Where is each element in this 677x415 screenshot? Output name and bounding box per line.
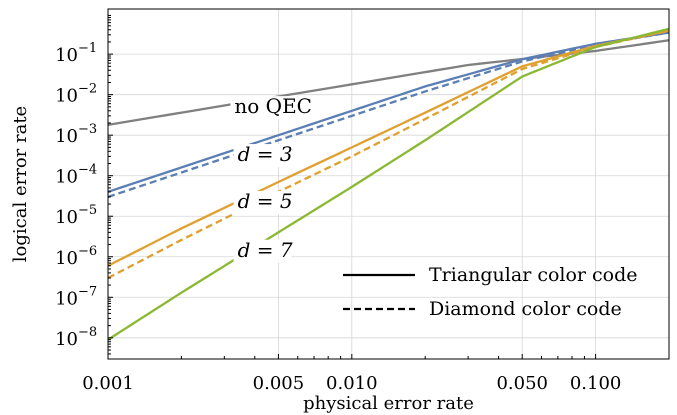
legend-label: Triangular color code	[429, 264, 638, 286]
y-tick-exponent: −7	[78, 284, 97, 299]
y-tick-exponent: −5	[78, 203, 97, 218]
curve-label: d = 5	[238, 189, 293, 213]
legend-label: Diamond color code	[429, 298, 622, 320]
series-line-d7-tri	[107, 27, 670, 341]
series-line-d3-dia	[107, 31, 670, 198]
series-line-d3-tri	[107, 31, 670, 193]
curve-labels: no QEC d = 3 d = 5 d = 7	[230, 94, 312, 263]
y-tick-label: 10	[55, 167, 78, 188]
y-tick-exponent: −6	[78, 244, 97, 259]
y-tick-label: 10	[55, 45, 78, 66]
y-tick-mantissa: 10	[55, 126, 78, 147]
x-axis-title: physical error rate	[303, 393, 474, 414]
series-line-d5-dia	[107, 29, 670, 279]
y-tick-mantissa: 10	[55, 86, 78, 107]
curve-label: d = 7	[238, 238, 293, 262]
curve-label-group: d = 3	[233, 142, 293, 168]
y-tick-label: 10	[55, 126, 78, 147]
curve-label-background	[233, 239, 292, 263]
series-layer	[107, 27, 670, 341]
curve-label: d = 3	[238, 142, 293, 166]
x-tick-label: 0.050	[496, 373, 548, 394]
series-line-noqec	[107, 39, 670, 126]
y-tick-mantissa: 10	[55, 167, 78, 188]
y-tick-mantissa: 10	[55, 207, 78, 228]
curve-label-group: d = 7	[233, 238, 293, 263]
curve-label: no QEC	[234, 94, 312, 118]
x-tick-label: 0.100	[570, 373, 622, 394]
x-tick-label: 0.005	[253, 373, 305, 394]
y-axis-title: logical error rate	[10, 106, 31, 262]
y-tick-mantissa: 10	[55, 248, 78, 269]
y-tick-mantissa: 10	[55, 45, 78, 66]
x-tick-label: 0.010	[326, 373, 378, 394]
y-tick-exponent: −2	[78, 82, 97, 97]
curve-label-group: d = 5	[233, 189, 293, 214]
y-tick-mantissa: 10	[55, 329, 78, 350]
y-tick-exponent: −3	[78, 122, 97, 137]
y-tick-label: 10	[55, 329, 78, 350]
series-line-d5-tri	[107, 29, 670, 267]
y-tick-exponent: −1	[78, 41, 97, 56]
x-tick-label: 0.001	[82, 373, 134, 394]
y-tick-mantissa: 10	[55, 288, 78, 309]
y-tick-exponent: −8	[78, 325, 97, 340]
curve-label-background	[233, 144, 292, 168]
y-tick-exponent: −4	[78, 163, 97, 178]
y-tick-label: 10	[55, 86, 78, 107]
y-tick-label: 10	[55, 248, 78, 269]
y-tick-label: 10	[55, 207, 78, 228]
curve-label-background	[233, 190, 292, 214]
y-tick-label: 10	[55, 288, 78, 309]
plot-frame	[107, 8, 670, 360]
legend: Triangular color code Diamond color code	[343, 264, 638, 320]
curve-label-background	[230, 96, 299, 120]
curve-label-group: no QEC	[230, 94, 312, 120]
